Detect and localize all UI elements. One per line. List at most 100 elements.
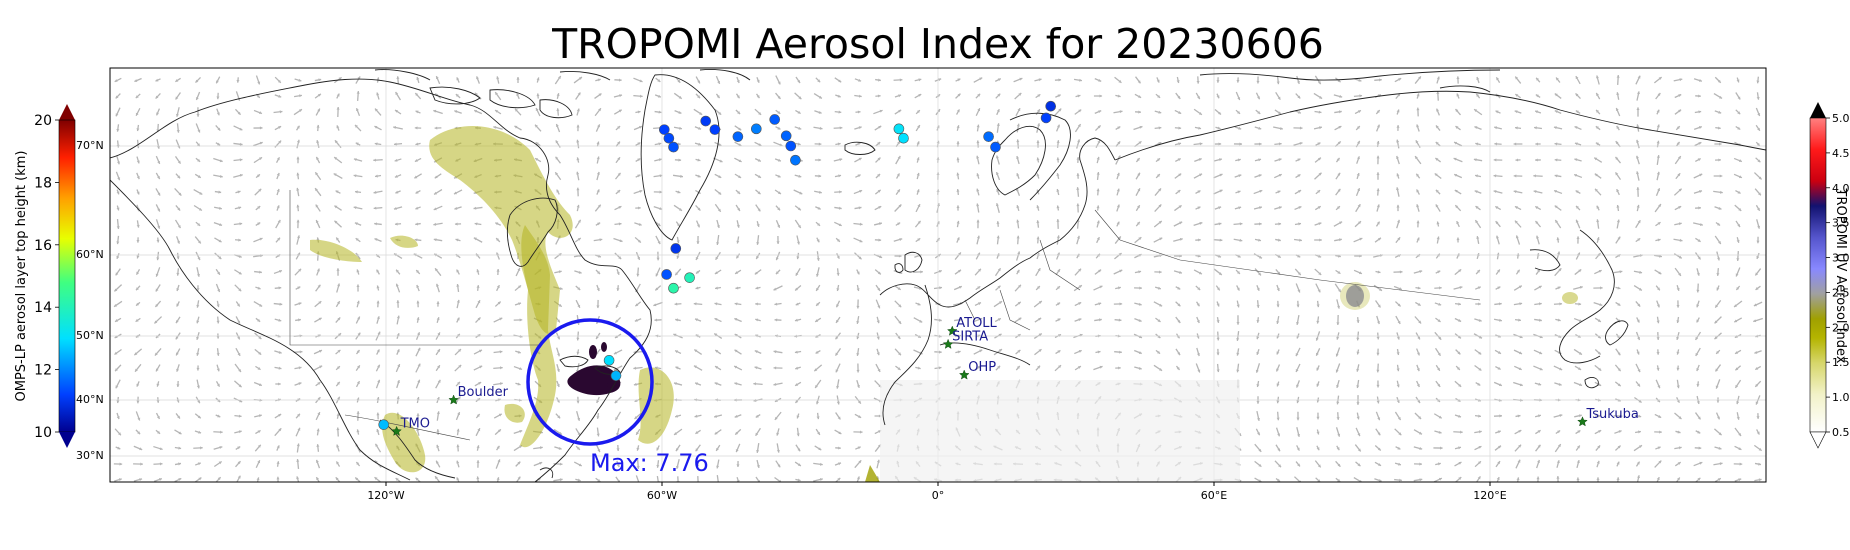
wind-arrow-head	[1417, 400, 1420, 404]
wind-arrow-head	[617, 126, 621, 129]
wind-arrow-head	[1440, 446, 1443, 450]
wind-arrow-head	[1658, 415, 1662, 418]
omps-point	[1040, 112, 1052, 124]
wind-arrow-head	[1099, 365, 1103, 369]
wind-arrow-head	[453, 191, 457, 195]
wind-arrow-head	[216, 96, 220, 100]
wind-arrow-head	[976, 188, 980, 192]
wind-arrow-head	[714, 302, 718, 306]
omps-point	[990, 141, 1001, 153]
wind-arrow-head	[1637, 75, 1641, 79]
wind-arrow-head	[1456, 366, 1460, 370]
wind-arrow-head	[257, 318, 261, 322]
wind-arrow-head	[1335, 353, 1339, 357]
wind-arrow-head	[1497, 269, 1500, 273]
wind-arrow-head	[315, 220, 319, 224]
wind-arrow-head	[1656, 320, 1660, 324]
wind-arrow-head	[977, 365, 981, 369]
wind-arrow-head	[1678, 416, 1682, 419]
wind-arrow-head	[457, 412, 461, 416]
wind-arrow-head	[1198, 158, 1202, 161]
wind-arrow-head	[976, 155, 980, 159]
wind-arrow-head	[159, 462, 163, 466]
wind-arrow-head	[118, 478, 122, 482]
wind-arrow-head	[237, 336, 240, 340]
wind-arrow-head	[1258, 448, 1262, 452]
wind-arrow-head	[257, 366, 261, 370]
wind-arrow-head	[157, 192, 161, 196]
wind-arrow-head	[1698, 126, 1702, 129]
wind-arrow-head	[1556, 460, 1560, 464]
wind-arrow-head	[979, 349, 983, 353]
wind-arrow-head	[1656, 304, 1660, 308]
wind-arrow-head	[637, 110, 641, 114]
wind-arrow-head	[457, 396, 461, 400]
wind-arrow-head	[1056, 189, 1060, 192]
wind-arrow-head	[394, 222, 398, 226]
wind-arrow-head	[1017, 251, 1021, 255]
wind-arrow-head	[1298, 206, 1302, 209]
wind-arrow-head	[317, 108, 320, 112]
wind-arrow-head	[636, 447, 640, 451]
wind-arrow-head	[1138, 237, 1142, 241]
wind-arrow-head	[437, 332, 441, 336]
wind-arrow-head	[1454, 190, 1458, 193]
wind-arrow-head	[1196, 303, 1200, 307]
wind-arrow-head	[839, 190, 842, 194]
wind-arrow-head	[496, 477, 500, 481]
wind-arrow-head	[114, 351, 118, 355]
wind-arrow-head	[1197, 287, 1201, 291]
wind-arrow-head	[474, 222, 478, 226]
wind-arrow-head	[1616, 461, 1620, 465]
wind-arrow-head	[156, 145, 160, 149]
wind-arrow-head	[115, 95, 119, 99]
wind-arrow-head	[1678, 272, 1681, 276]
wind-arrow-head	[856, 369, 860, 373]
wind-arrow-head	[1177, 190, 1181, 193]
wind-arrow-head	[816, 401, 819, 405]
wind-arrow-head	[877, 189, 881, 193]
wind-arrow-head	[858, 126, 862, 130]
wind-arrow-head	[1038, 301, 1042, 304]
wind-arrow-head	[535, 158, 539, 161]
wind-arrow-head	[1199, 142, 1203, 146]
wind-arrow-head	[1376, 204, 1380, 208]
wind-arrow-head	[238, 238, 241, 242]
wind-arrow-head	[1756, 431, 1760, 435]
wind-arrow-head	[1317, 190, 1321, 194]
wind-arrow-head	[857, 446, 861, 450]
wind-arrow-head	[937, 109, 941, 113]
lon-label-0: 0°	[932, 489, 945, 502]
right-colorbar-tick-label: 2.5	[1832, 286, 1850, 299]
omps-point	[780, 130, 792, 142]
wind-arrow-head	[1398, 78, 1402, 81]
wind-arrow-head	[674, 302, 678, 306]
wind-arrow-head	[1676, 126, 1680, 130]
wind-arrow-head	[1720, 190, 1723, 194]
wind-arrow-head	[799, 191, 803, 195]
wind-arrow-head	[1016, 269, 1020, 273]
wind-arrow-head	[259, 157, 263, 161]
wind-arrow-head	[217, 142, 221, 146]
wind-arrow-head	[938, 78, 942, 82]
wind-arrow-head	[1518, 285, 1522, 289]
station-marker	[391, 425, 402, 436]
wind-arrow-head	[1514, 126, 1518, 130]
coastline-north-america	[110, 78, 652, 482]
wind-arrow-head	[596, 156, 600, 160]
wind-arrow-head	[196, 273, 200, 277]
wind-arrow-head	[1098, 269, 1102, 273]
wind-arrow-head	[1377, 304, 1381, 308]
wind-arrow-head	[1158, 204, 1162, 208]
wind-arrow-head	[135, 318, 139, 322]
wind-arrow-head	[736, 255, 740, 259]
wind-arrow-head	[136, 400, 140, 404]
wind-arrow-head	[1714, 336, 1718, 340]
wind-arrow-head	[1318, 222, 1322, 226]
wind-arrow-head	[239, 158, 243, 162]
wind-arrow-head	[818, 142, 822, 146]
wind-arrow-head	[1636, 91, 1640, 95]
wind-arrow-head	[817, 206, 821, 210]
wind-arrow-head	[196, 336, 200, 340]
